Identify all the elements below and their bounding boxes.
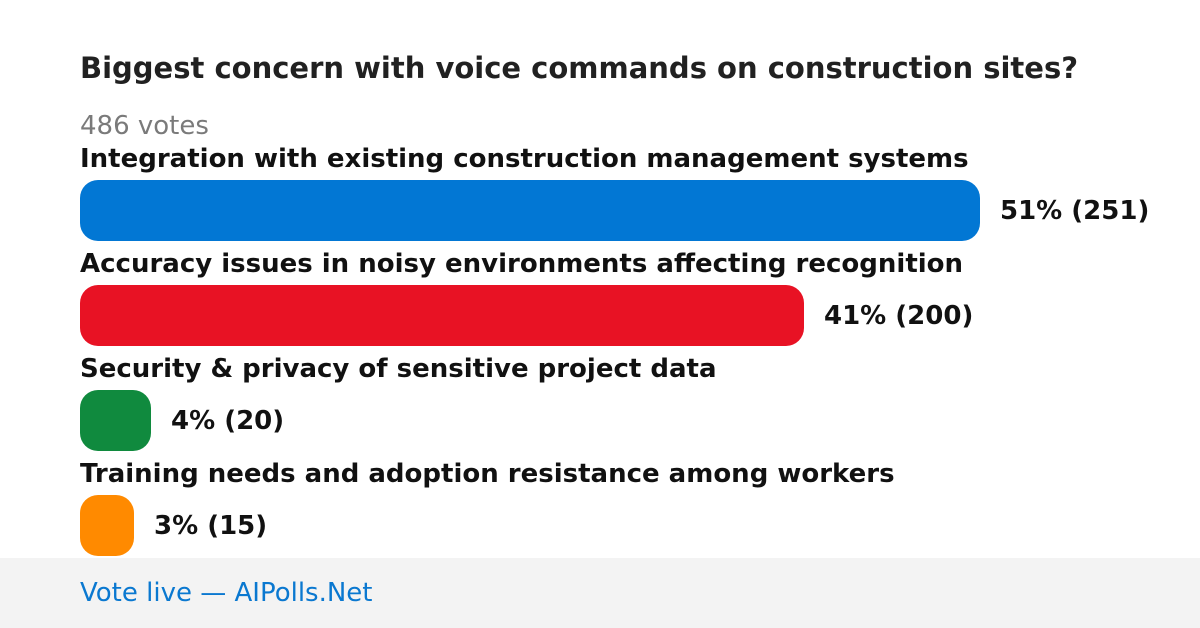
bar: [80, 285, 804, 346]
bar-row: 3% (15): [80, 495, 267, 556]
vote-count: 486 votes: [80, 111, 209, 141]
bar-row: 41% (200): [80, 285, 973, 346]
bar-value-label: 4% (20): [171, 405, 285, 436]
option-label: Training needs and adoption resistance a…: [80, 459, 895, 489]
bar: [80, 180, 980, 241]
bar-row: 51% (251): [80, 180, 1149, 241]
bar-value-label: 41% (200): [824, 300, 974, 331]
poll-option: Accuracy issues in noisy environments af…: [80, 247, 1180, 352]
poll-options: Integration with existing construction m…: [80, 142, 1180, 562]
bar-row: 4% (20): [80, 390, 284, 451]
bar-value-label: 51% (251): [1000, 195, 1150, 226]
bar-value-label: 3% (15): [154, 510, 268, 541]
bar: [80, 390, 151, 451]
poll-title: Biggest concern with voice commands on c…: [80, 51, 1079, 85]
vote-live-link[interactable]: Vote live — AIPolls.Net: [80, 578, 373, 608]
bar: [80, 495, 134, 556]
option-label: Security & privacy of sensitive project …: [80, 354, 717, 384]
option-label: Accuracy issues in noisy environments af…: [80, 249, 964, 279]
poll-option: Security & privacy of sensitive project …: [80, 352, 1180, 457]
option-label: Integration with existing construction m…: [80, 144, 969, 174]
footer: Vote live — AIPolls.Net: [0, 558, 1200, 628]
poll-option: Training needs and adoption resistance a…: [80, 457, 1180, 562]
poll-option: Integration with existing construction m…: [80, 142, 1180, 247]
